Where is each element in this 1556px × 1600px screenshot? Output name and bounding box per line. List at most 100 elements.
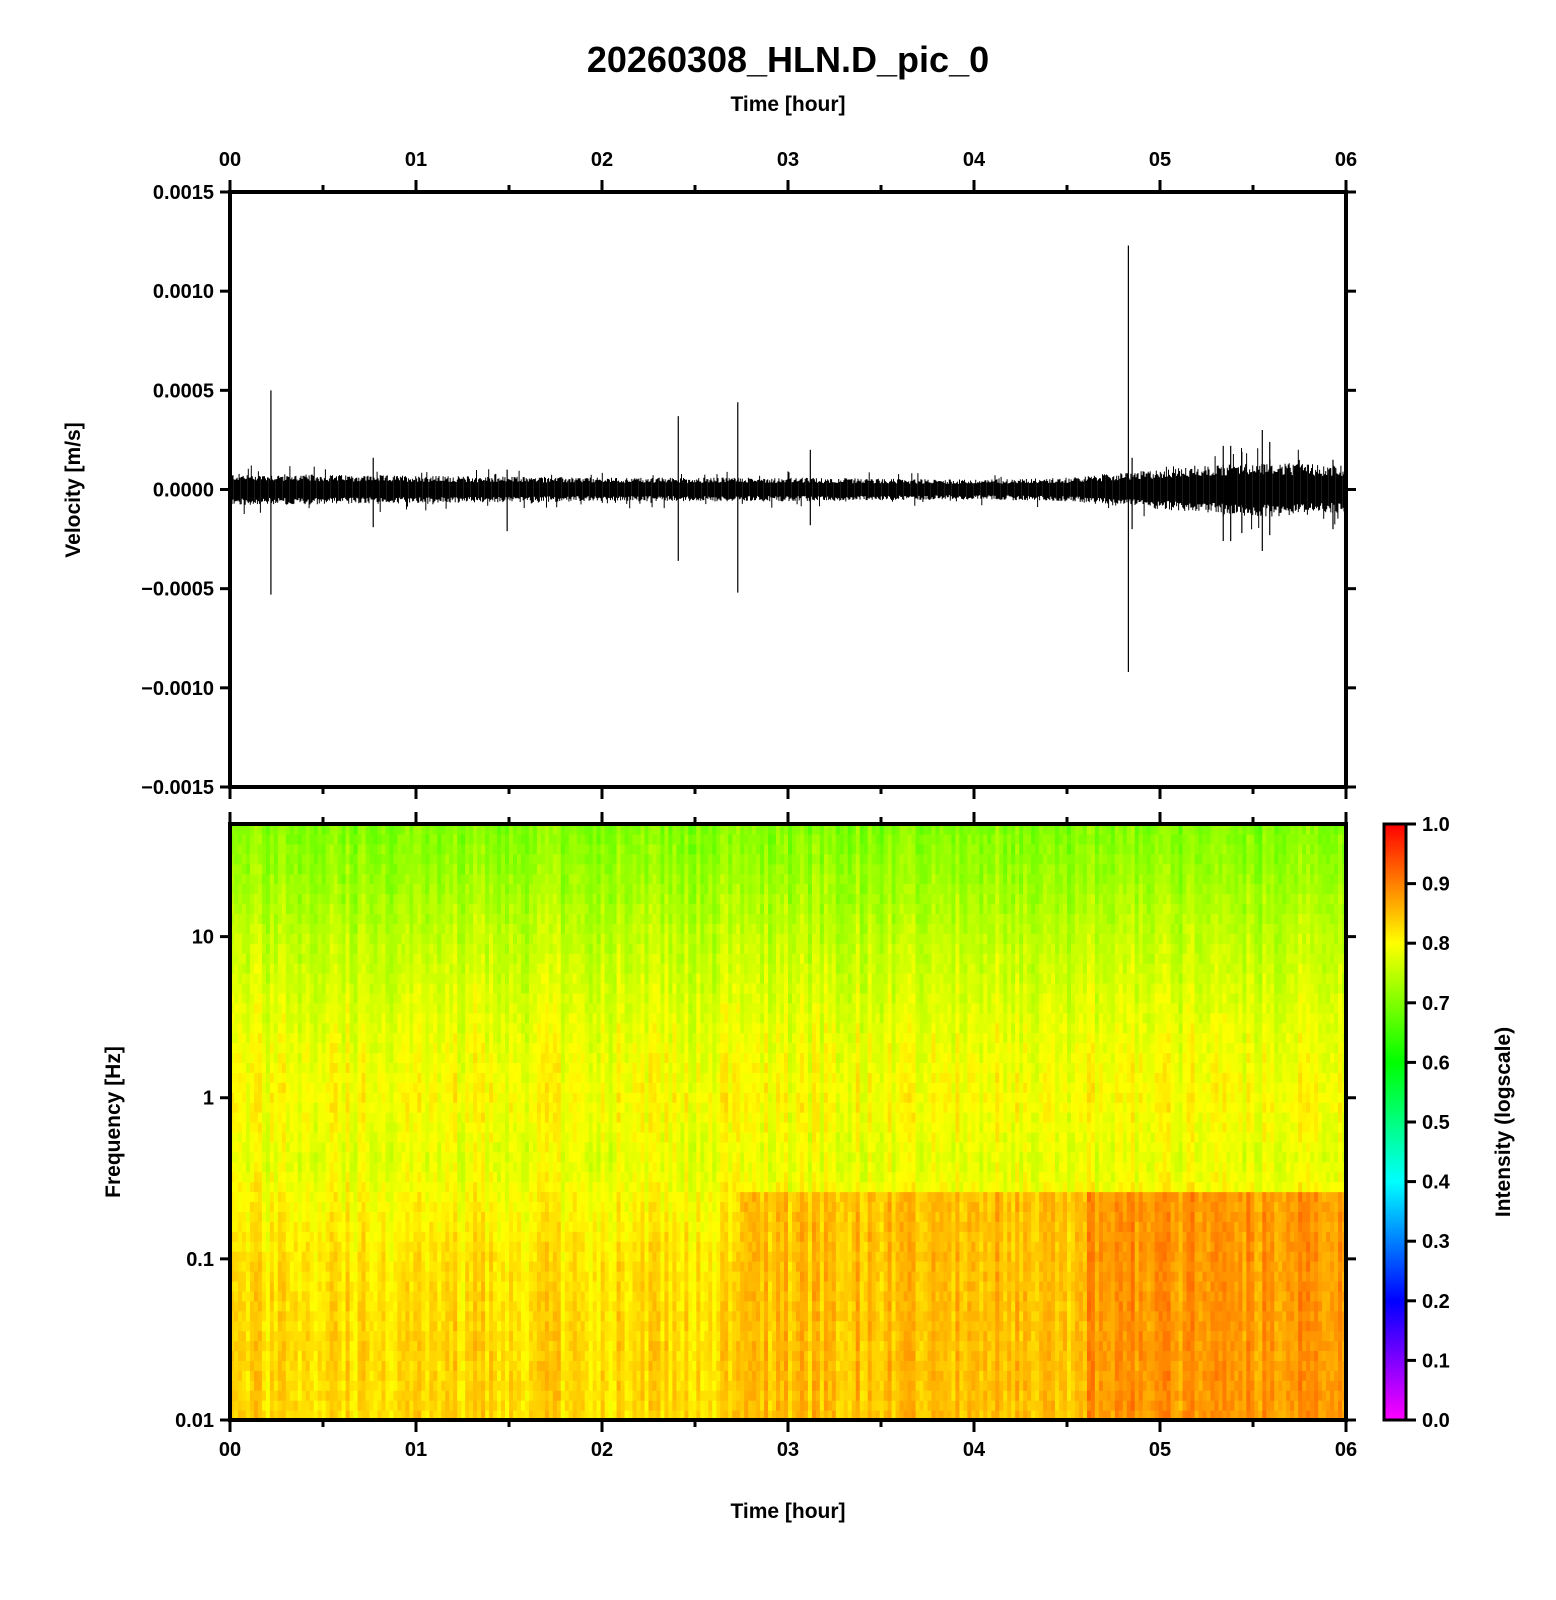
spectrogram-cell — [341, 1410, 347, 1420]
spectrogram-cell — [532, 1360, 538, 1371]
spectrogram-cell — [501, 1141, 506, 1153]
spectrogram-cell — [317, 913, 323, 924]
spectrogram-cell — [349, 1171, 355, 1183]
spectrogram-cell — [301, 1052, 307, 1063]
spectrogram-cell — [437, 873, 442, 885]
spectrogram-cell — [421, 893, 426, 905]
spectrogram-cell — [401, 1290, 406, 1302]
spectrogram-cell — [532, 1280, 538, 1292]
spectrogram-cell — [544, 1231, 550, 1242]
spectrogram-cell — [285, 1092, 291, 1103]
spectrogram-cell — [417, 1271, 422, 1282]
spectrogram-cell — [497, 1290, 502, 1302]
spectrogram-cell — [540, 1002, 546, 1014]
spectrogram-cell — [512, 943, 518, 954]
spectrogram-cell — [241, 1380, 247, 1391]
spectrogram-cell — [481, 1290, 486, 1302]
spectrogram-cell — [485, 1072, 490, 1083]
spectrogram-cell — [385, 982, 391, 994]
spectrogram-cell — [317, 1221, 323, 1232]
spectrogram-cell — [473, 1370, 478, 1381]
spectrogram-cell — [512, 903, 518, 914]
spectrogram-cell — [441, 1231, 446, 1242]
spectrogram-cell — [552, 863, 558, 875]
spectrogram-cell — [241, 1251, 247, 1262]
spectrogram-cell — [289, 1151, 295, 1163]
spectrogram-cell — [512, 1390, 518, 1401]
spectrogram-cell — [309, 973, 315, 984]
spectrogram-cell — [361, 1360, 367, 1371]
spectrogram-cell — [401, 1022, 406, 1034]
spectrogram-cell — [528, 873, 534, 885]
spectrogram-cell — [230, 893, 235, 905]
spectrogram-cell — [409, 1201, 414, 1212]
spectrogram-cell — [425, 1300, 430, 1312]
spectrogram-cell — [365, 1052, 371, 1063]
spectrogram-cell — [501, 1231, 506, 1242]
spectrogram-cell — [333, 1400, 339, 1411]
spectrogram-cell — [512, 1261, 518, 1272]
spectrogram-cell — [461, 1201, 466, 1212]
spectrogram-cell — [548, 873, 554, 885]
spectrogram-cell — [241, 943, 247, 954]
spectrogram-cell — [261, 1092, 267, 1103]
spectrogram-cell — [413, 1141, 418, 1153]
spectrogram-cell — [257, 873, 263, 885]
spectrogram-cell — [548, 1390, 554, 1401]
spectrogram-cell — [544, 1300, 550, 1312]
spectrogram-cell — [321, 1350, 327, 1361]
spectrogram-cell — [421, 1211, 426, 1222]
spectrogram-cell — [281, 953, 287, 964]
spectrogram-cell — [269, 913, 275, 924]
spectrogram-cell — [477, 1231, 482, 1242]
spectrogram-cell — [536, 1400, 542, 1411]
spectrogram-cell — [269, 863, 275, 875]
spectrogram-cell — [349, 1012, 355, 1024]
spectrogram-cell — [524, 853, 530, 865]
spectrogram-cell — [437, 1112, 442, 1123]
spectrogram-cell — [393, 1122, 398, 1133]
spectrogram-cell — [269, 992, 275, 1004]
spectrogram-cell — [465, 982, 470, 994]
spectrogram-cell — [381, 1072, 387, 1083]
spectrogram-cell — [520, 824, 526, 835]
spectrogram-cell — [409, 1062, 414, 1073]
spectrogram-cell — [349, 1102, 355, 1113]
spectrogram-cell — [269, 843, 275, 855]
spectrogram-cell — [385, 1241, 391, 1252]
spectrogram-cell — [536, 1191, 542, 1203]
spectrogram-cell — [381, 1201, 387, 1212]
spectrogram-cell — [540, 1072, 546, 1083]
spectrogram-cell — [305, 1241, 311, 1252]
spectrogram-cell — [473, 1211, 478, 1222]
spectrogram-cell — [381, 1062, 387, 1073]
spectrogram-cell — [457, 1350, 462, 1361]
spectrogram-cell — [473, 1092, 478, 1103]
spectrogram-cell — [281, 982, 287, 994]
spectrogram-cell — [353, 1201, 359, 1212]
spectrogram-cell — [293, 933, 299, 944]
spectrogram-cell — [433, 1062, 438, 1073]
spectrogram-cell — [544, 1112, 550, 1123]
spectrogram-cell — [509, 843, 514, 855]
spectrogram-cell — [337, 1261, 343, 1272]
spectrogram-cell — [309, 1350, 315, 1361]
spectrogram-cell — [512, 853, 518, 865]
spectrogram-cell — [544, 1400, 550, 1411]
velocity-axes: 00 01 02 03 04 05 06−0.0015−0.0010−0.00050.000… — [141, 149, 1357, 799]
spectrogram-cell — [373, 1191, 379, 1203]
spectrogram-cell — [481, 1211, 486, 1222]
spectrogram-cell — [329, 1082, 335, 1093]
spectrogram-cell — [317, 1360, 323, 1371]
spectrogram-cell — [465, 1131, 470, 1143]
spectrogram-cell — [417, 973, 422, 984]
spectrogram-cell — [230, 824, 235, 835]
spectrogram-cell — [413, 1131, 418, 1143]
spectrogram-cell — [516, 1251, 522, 1262]
spectrogram-cell — [520, 1042, 526, 1054]
spectrogram-cell — [253, 982, 259, 994]
spectrogram-cell — [333, 992, 339, 1004]
spectrogram-cell — [230, 1181, 235, 1193]
spectrogram-cell — [241, 1102, 247, 1113]
spectrogram-cell — [481, 1241, 486, 1252]
